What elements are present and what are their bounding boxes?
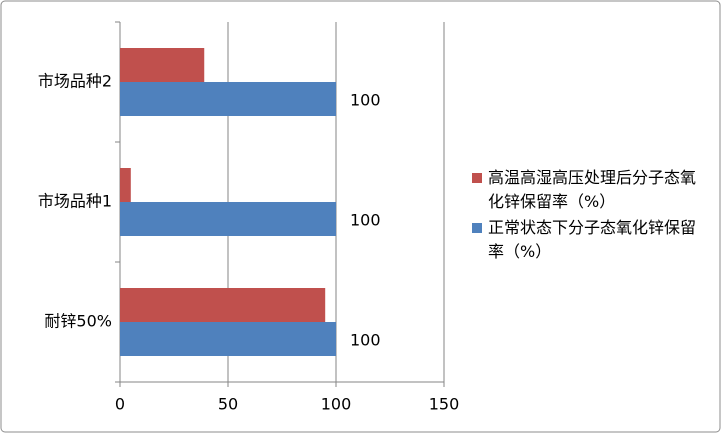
bar bbox=[120, 288, 326, 322]
legend: 高温高湿高压处理后分子态氧化锌保留率（%） 正常状态下分子态氧化锌保留率（%） bbox=[472, 166, 704, 266]
x-tick-label: 100 bbox=[321, 395, 352, 414]
bar bbox=[120, 202, 336, 236]
bar bbox=[120, 322, 336, 356]
legend-label: 高温高湿高压处理后分子态氧化锌保留率（%） bbox=[488, 168, 697, 211]
data-label: 100 bbox=[350, 91, 381, 110]
legend-swatch bbox=[472, 173, 482, 183]
data-label: 100 bbox=[350, 331, 381, 350]
x-tick-label: 50 bbox=[218, 395, 238, 414]
data-label: 100 bbox=[350, 211, 381, 230]
bar bbox=[120, 48, 205, 82]
bar bbox=[120, 82, 336, 116]
y-tick-label: 耐锌50% bbox=[44, 312, 112, 331]
legend-label: 正常状态下分子态氧化锌保留率（%） bbox=[488, 218, 697, 261]
y-tick-label: 市场品种1 bbox=[38, 192, 112, 211]
x-tick-label: 150 bbox=[429, 395, 460, 414]
bar bbox=[120, 168, 131, 202]
x-tick-label: 0 bbox=[115, 395, 125, 414]
legend-item: 正常状态下分子态氧化锌保留率（%） bbox=[472, 216, 704, 264]
legend-item: 高温高湿高压处理后分子态氧化锌保留率（%） bbox=[472, 166, 704, 214]
legend-swatch bbox=[472, 223, 482, 233]
y-tick-label: 市场品种2 bbox=[38, 72, 112, 91]
